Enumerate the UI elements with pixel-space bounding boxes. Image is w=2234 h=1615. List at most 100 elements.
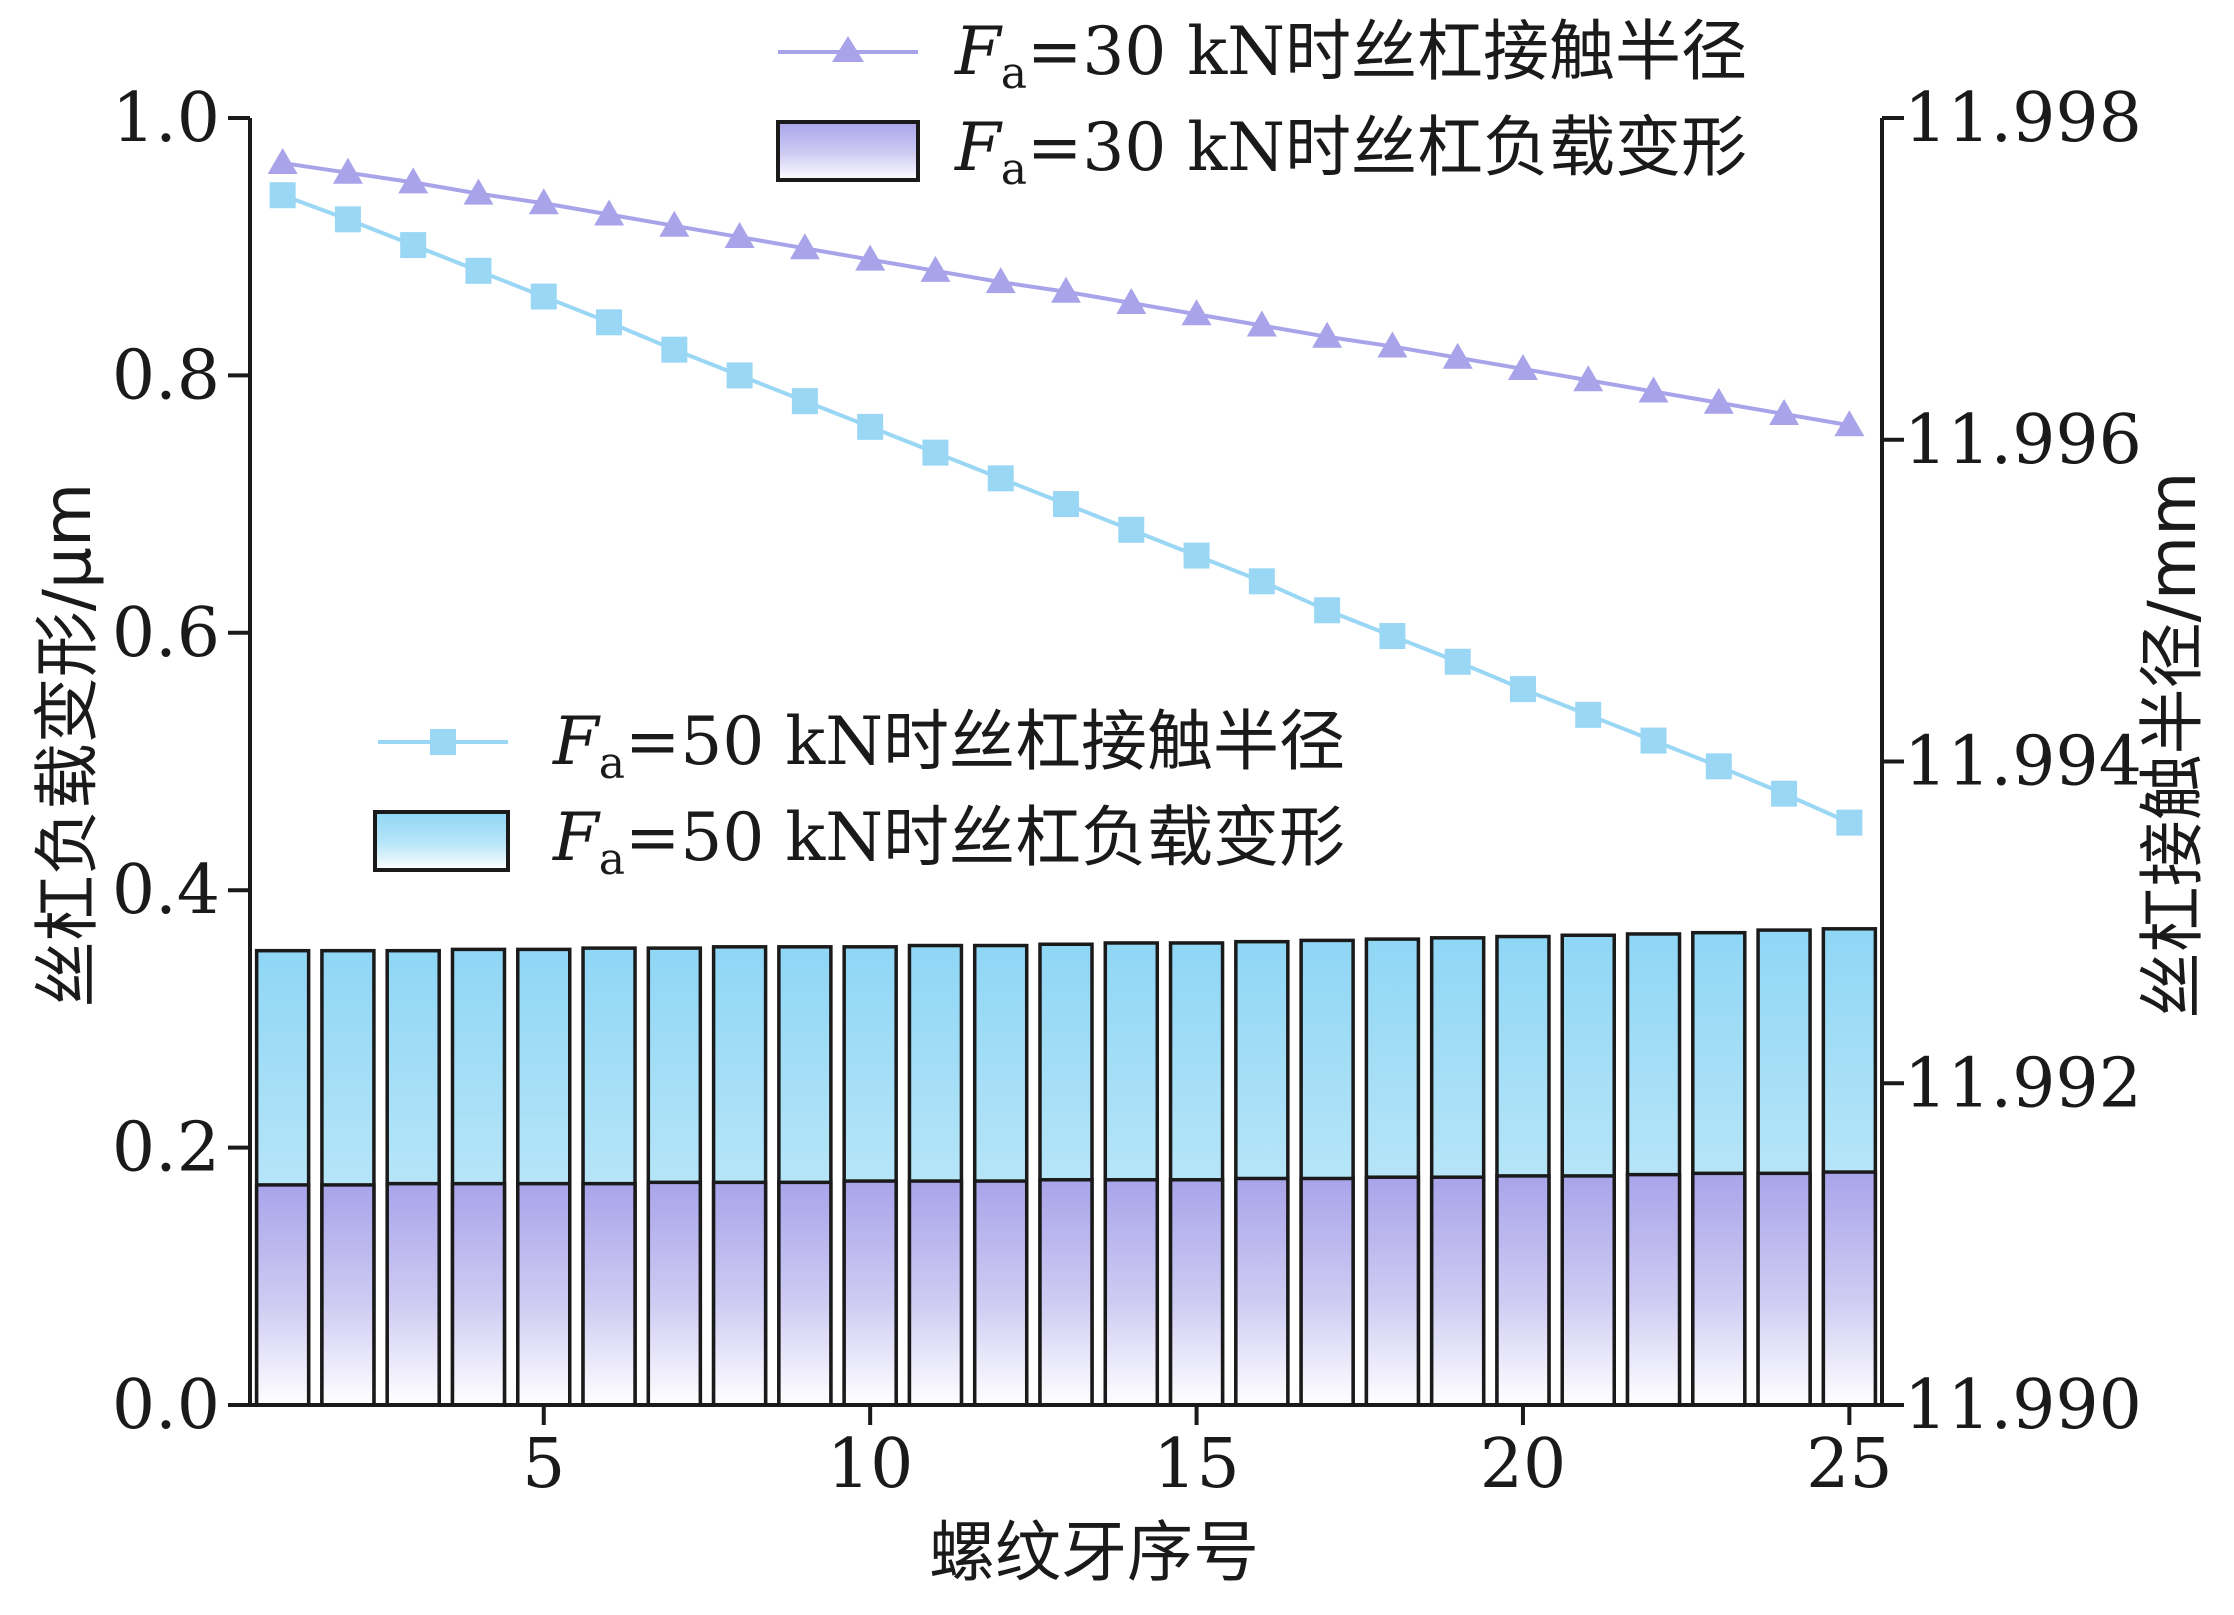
point-50kn-22 (1640, 727, 1667, 754)
point-50kn-17 (1314, 597, 1341, 624)
point-50kn-6 (596, 309, 623, 336)
point-30kn-2 (332, 157, 363, 184)
point-50kn-20 (1509, 676, 1536, 703)
point-30kn-20 (1507, 353, 1538, 380)
x-axis-title: 螺纹牙序号 (929, 1514, 1259, 1591)
legend-line-50: Fa=50 kN时丝杠接触半径 (378, 703, 1345, 789)
bar-30kn-5 (516, 1181, 572, 1407)
point-50kn-18 (1379, 623, 1406, 650)
point-50kn-7 (661, 336, 688, 363)
y-left-tick-label: 1.0 (112, 79, 220, 158)
y-right-tick-label: 11.994 (1904, 723, 2142, 802)
legend-middle: Fa=50 kN时丝杠接触半径 Fa=50 kN时丝杠负载变形 (373, 703, 1345, 885)
point-50kn-12 (987, 465, 1014, 492)
point-50kn-16 (1248, 568, 1275, 595)
bar-30kn-22 (1625, 1172, 1682, 1407)
point-50kn-10 (857, 413, 884, 440)
legend-bar-30: Fa=30 kN时丝杠负载变形 (776, 109, 1747, 195)
bar-30kn-7 (646, 1180, 703, 1407)
point-50kn-4 (465, 257, 492, 284)
point-30kn-22 (1638, 376, 1669, 403)
point-50kn-13 (1053, 491, 1079, 518)
point-30kn-21 (1573, 365, 1604, 392)
bar-30kn-12 (972, 1179, 1029, 1407)
legend-square-marker (430, 729, 456, 755)
y-right-axis-title: 丝杠接触半径/mm (2134, 472, 2211, 1019)
point-30kn-18 (1377, 331, 1408, 358)
y-left-tick-label: 0.8 (112, 336, 220, 415)
point-50kn-21 (1575, 701, 1602, 728)
point-30kn-13 (1051, 276, 1081, 303)
point-30kn-4 (463, 178, 494, 205)
point-30kn-9 (789, 233, 820, 260)
point-50kn-15 (1183, 542, 1210, 569)
point-50kn-1 (269, 182, 296, 209)
bar-30kn-23 (1691, 1171, 1747, 1407)
point-50kn-9 (791, 388, 818, 415)
bar-30kn-19 (1429, 1175, 1486, 1407)
point-30kn-7 (659, 210, 690, 237)
y-right-tick-label: 11.992 (1904, 1044, 2142, 1123)
point-30kn-5 (528, 188, 559, 215)
bars-layer (254, 927, 1878, 1407)
bar-30kn-15 (1168, 1178, 1225, 1407)
y-right-tick-label: 11.996 (1904, 401, 2142, 480)
point-30kn-14 (1116, 288, 1147, 315)
bar-30kn-14 (1103, 1178, 1160, 1407)
y-left-tick-label: 0.2 (112, 1109, 220, 1188)
point-30kn-6 (594, 199, 625, 226)
legend-top: Fa=30 kN时丝杠接触半径 Fa=30 kN时丝杠负载变形 (776, 13, 1747, 195)
legend-label-bar-50: Fa=50 kN时丝杠负载变形 (552, 799, 1345, 885)
y-left-axis-title: 丝杠负载变形/μm (29, 483, 106, 1008)
bar-30kn-16 (1234, 1176, 1290, 1407)
point-30kn-1 (267, 148, 298, 175)
y-right-tick-label: 11.998 (1904, 79, 2142, 158)
bar-30kn-18 (1364, 1175, 1421, 1407)
point-30kn-10 (855, 244, 886, 271)
bar-30kn-8 (711, 1180, 768, 1407)
point-50kn-5 (530, 283, 557, 310)
bar-30kn-2 (320, 1183, 376, 1407)
point-30kn-8 (724, 222, 755, 249)
bar-30kn-20 (1495, 1174, 1551, 1407)
bar-30kn-24 (1756, 1171, 1812, 1407)
point-30kn-17 (1312, 321, 1343, 348)
legend-label-bar-30: Fa=30 kN时丝杠负载变形 (954, 109, 1747, 195)
point-50kn-2 (334, 206, 361, 233)
bar-30kn-3 (385, 1181, 441, 1407)
legend-bar-50: Fa=50 kN时丝杠负载变形 (373, 799, 1345, 885)
point-30kn-15 (1181, 299, 1212, 326)
x-tick-label: 15 (1153, 1425, 1240, 1504)
bar-30kn-13 (1038, 1178, 1094, 1407)
legend-label-line-30: Fa=30 kN时丝杠接触半径 (954, 13, 1747, 99)
x-tick-label: 20 (1480, 1425, 1567, 1504)
bar-30kn-1 (254, 1183, 311, 1407)
point-50kn-14 (1118, 516, 1145, 543)
point-30kn-25 (1834, 410, 1865, 437)
x-tick-label: 25 (1806, 1425, 1893, 1504)
point-50kn-19 (1444, 648, 1471, 675)
y-left-tick-label: 0.4 (112, 851, 220, 930)
point-50kn-8 (726, 362, 753, 389)
bar-30kn-11 (907, 1179, 964, 1407)
point-30kn-16 (1246, 310, 1277, 337)
axes-layer: 0.0 0.2 0.4 0.6 0.8 1.0 11.990 11.992 11.994 11.9… (112, 79, 2142, 1504)
bar-30kn-25 (1821, 1170, 1878, 1407)
y-left-tick-label: 0.6 (112, 594, 220, 673)
point-50kn-24 (1771, 780, 1798, 807)
point-30kn-19 (1442, 342, 1473, 369)
point-50kn-3 (400, 232, 427, 259)
bar-30kn-10 (842, 1179, 898, 1407)
legend-triangle-marker (832, 36, 864, 62)
point-30kn-3 (398, 167, 429, 194)
point-30kn-23 (1703, 387, 1734, 414)
point-30kn-11 (920, 255, 951, 282)
y-left-tick-label: 0.0 (112, 1366, 220, 1445)
point-30kn-12 (985, 267, 1016, 294)
legend-label-line-50: Fa=50 kN时丝杠接触半径 (552, 703, 1345, 789)
y-right-tick-label: 11.990 (1904, 1366, 2142, 1445)
bar-30kn-9 (777, 1180, 833, 1407)
x-tick-label: 10 (827, 1425, 914, 1504)
legend-line-30: Fa=30 kN时丝杠接触半径 (778, 13, 1747, 99)
